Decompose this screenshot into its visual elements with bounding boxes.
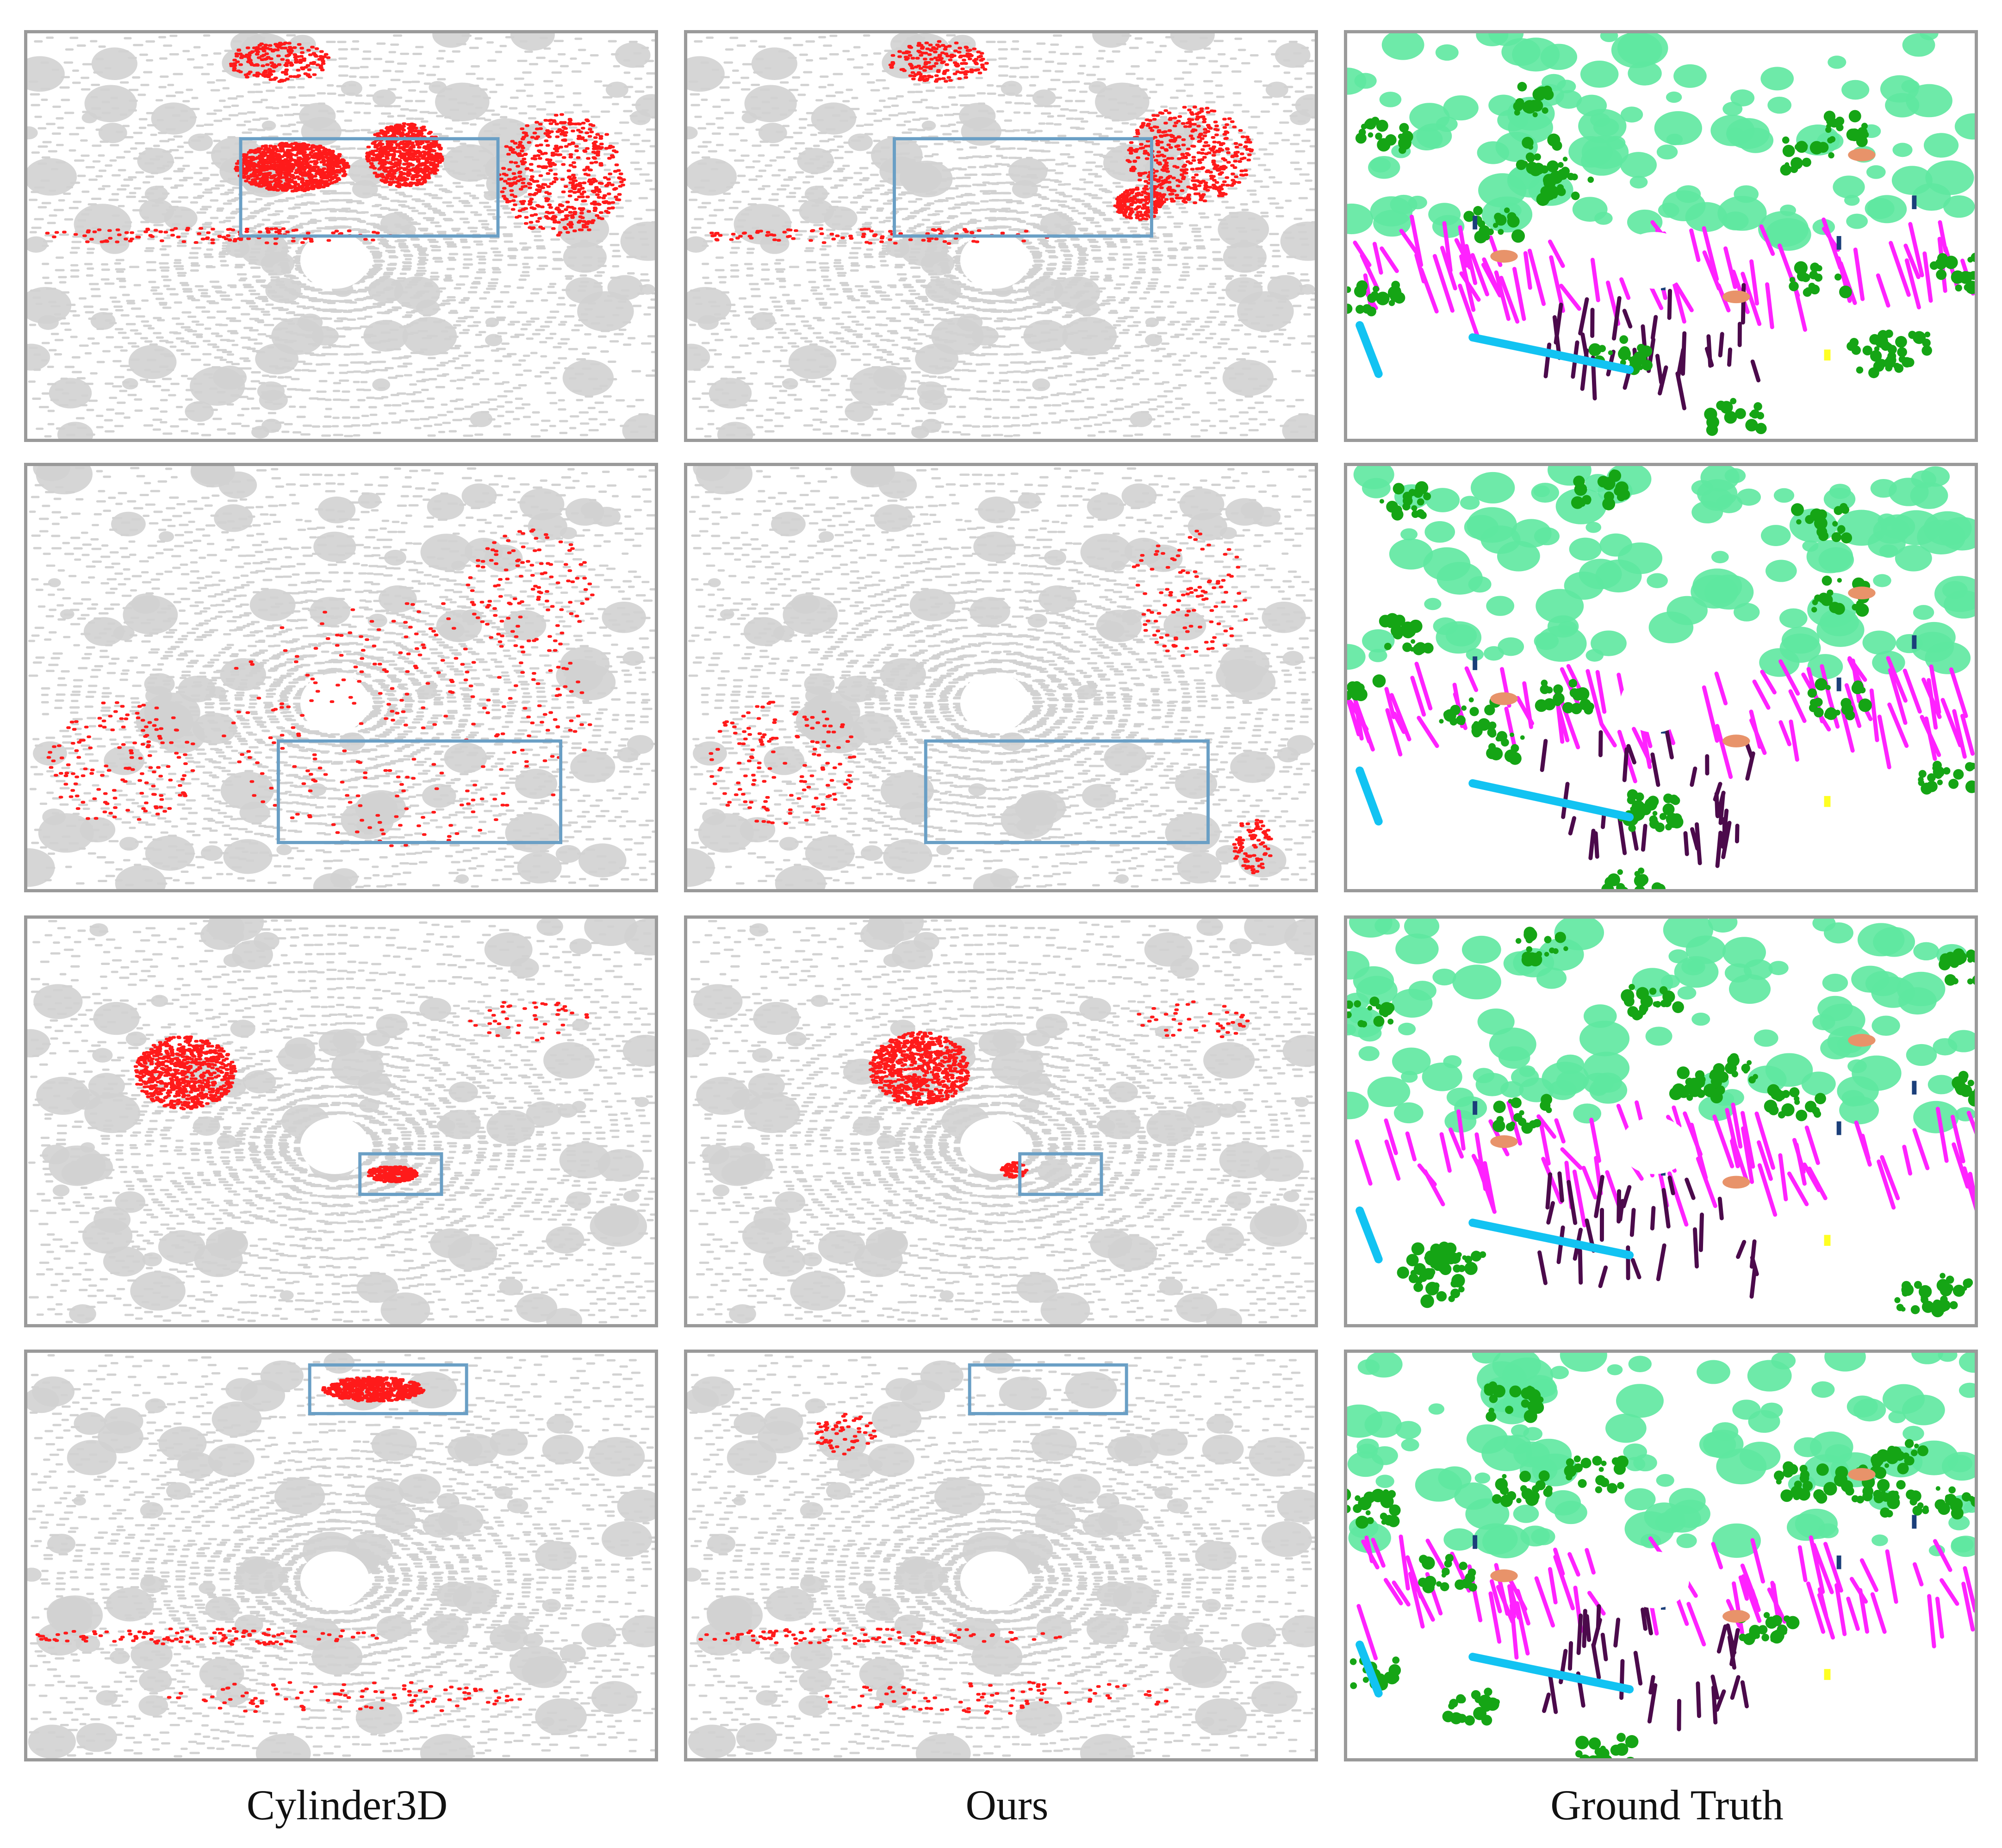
caption-ours: Ours xyxy=(965,1781,1049,1829)
panel-row4-cylinder3d xyxy=(24,1350,658,1761)
panel-row1-ground-truth xyxy=(1344,30,1978,442)
panel-row3-ours xyxy=(684,915,1318,1327)
point-cloud-view xyxy=(687,1353,1315,1758)
point-cloud-view xyxy=(1347,466,1975,889)
highlight-box xyxy=(924,739,1210,844)
panel-row1-ours xyxy=(684,30,1318,442)
highlight-box xyxy=(276,739,563,844)
point-cloud-view xyxy=(27,33,655,439)
point-cloud-view xyxy=(687,919,1315,1324)
panel-row2-ground-truth xyxy=(1344,463,1978,892)
point-cloud-view xyxy=(27,919,655,1324)
highlight-box xyxy=(968,1363,1128,1415)
point-cloud-view xyxy=(687,466,1315,889)
highlight-box xyxy=(239,137,500,238)
point-cloud-view xyxy=(1347,33,1975,436)
point-cloud-view xyxy=(1347,1353,1975,1758)
highlight-box xyxy=(358,1152,443,1196)
panel-row1-cylinder3d xyxy=(24,30,658,442)
panel-row4-ours xyxy=(684,1350,1318,1761)
highlight-box xyxy=(1018,1152,1103,1196)
panel-row3-ground-truth xyxy=(1344,915,1978,1327)
point-cloud-view xyxy=(27,1353,655,1758)
panel-row4-ground-truth xyxy=(1344,1350,1978,1761)
caption-cylinder3d: Cylinder3D xyxy=(246,1781,448,1829)
point-cloud-view xyxy=(1347,919,1975,1318)
highlight-box xyxy=(893,137,1153,238)
panel-row2-ours xyxy=(684,463,1318,892)
panel-row2-cylinder3d xyxy=(24,463,658,892)
panel-row3-cylinder3d xyxy=(24,915,658,1327)
caption-ground-truth: Ground Truth xyxy=(1550,1781,1784,1829)
point-cloud-view xyxy=(27,466,655,889)
point-cloud-view xyxy=(687,33,1315,439)
highlight-box xyxy=(308,1363,468,1415)
